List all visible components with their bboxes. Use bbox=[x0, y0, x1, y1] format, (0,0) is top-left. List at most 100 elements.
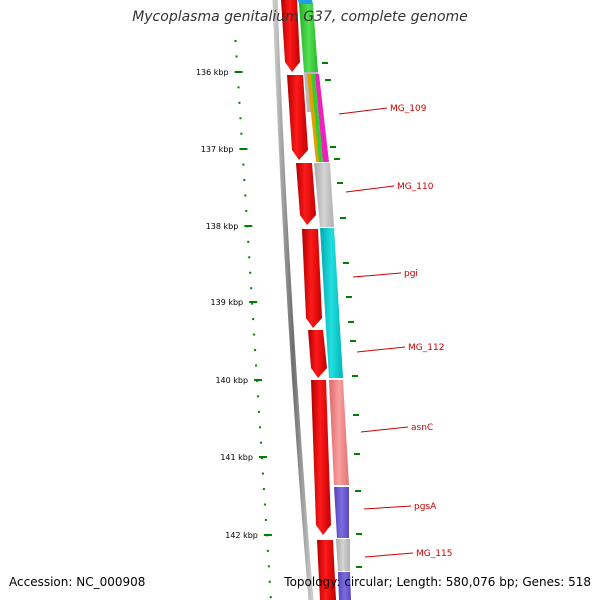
feature-segment bbox=[298, 0, 313, 4]
axis-tick-label: 140 kbp bbox=[215, 376, 248, 385]
gene-track bbox=[281, 0, 336, 600]
gene-arrow bbox=[311, 380, 331, 535]
feature-segment bbox=[336, 539, 350, 571]
minor-tick bbox=[253, 333, 256, 336]
minor-tick bbox=[238, 101, 241, 104]
scale-tick bbox=[343, 262, 349, 264]
major-ticks: 136 kbp 137 kbp 138 kbp 139 kbp 140 kbp 141 k… bbox=[196, 68, 272, 540]
minor-tick bbox=[258, 426, 261, 429]
gene-leader-line bbox=[364, 552, 414, 558]
feature-segment bbox=[311, 74, 323, 162]
minor-tick bbox=[245, 209, 248, 212]
minor-tick bbox=[250, 287, 253, 290]
minor-ticks bbox=[234, 40, 272, 599]
gene-leader-line bbox=[345, 185, 395, 193]
minor-tick bbox=[248, 256, 251, 259]
feature-segment bbox=[314, 163, 334, 227]
feature-segment bbox=[299, 4, 318, 72]
scale-tick bbox=[350, 340, 356, 342]
major-tick bbox=[258, 456, 267, 458]
gene-arrow bbox=[317, 540, 336, 600]
scale-tick bbox=[352, 375, 358, 377]
major-tick bbox=[254, 379, 263, 381]
gene-leader-line bbox=[356, 346, 406, 353]
feature-segment bbox=[320, 228, 343, 378]
feature-segment bbox=[307, 74, 320, 162]
minor-tick bbox=[234, 40, 237, 42]
scale-tick bbox=[356, 533, 362, 535]
minor-tick bbox=[237, 86, 240, 89]
right-ticks bbox=[322, 62, 362, 568]
minor-tick bbox=[254, 349, 257, 351]
minor-tick bbox=[269, 596, 272, 599]
minor-tick bbox=[235, 55, 238, 58]
minor-tick bbox=[261, 472, 264, 475]
minor-tick bbox=[251, 302, 254, 305]
major-tick bbox=[244, 225, 253, 227]
gene-label: MG_110 bbox=[397, 182, 434, 192]
gene-label: asnC bbox=[411, 423, 433, 433]
minor-tick bbox=[263, 503, 266, 506]
minor-tick bbox=[240, 132, 243, 135]
gene-arrow bbox=[281, 0, 300, 72]
gene-leader-line bbox=[360, 426, 409, 433]
minor-tick bbox=[252, 318, 255, 321]
feature-segment bbox=[338, 572, 351, 600]
axis-tick-label: 141 kbp bbox=[220, 453, 253, 462]
feature-segment bbox=[329, 380, 349, 485]
major-tick bbox=[249, 301, 258, 303]
minor-tick bbox=[262, 488, 265, 491]
minor-tick bbox=[267, 565, 270, 568]
axis-tick-label: 137 kbp bbox=[201, 145, 234, 154]
feature-segment bbox=[315, 74, 329, 162]
major-tick bbox=[234, 71, 243, 73]
gene-arrow bbox=[302, 229, 322, 328]
accession-text: Accession: NC_000908 bbox=[9, 575, 146, 589]
minor-tick bbox=[247, 240, 250, 243]
minor-tick bbox=[264, 518, 267, 521]
minor-tick bbox=[268, 580, 271, 583]
minor-tick bbox=[249, 271, 252, 274]
scale-tick bbox=[353, 414, 359, 416]
minor-tick bbox=[260, 457, 263, 460]
minor-tick bbox=[242, 163, 245, 166]
minor-tick bbox=[239, 117, 242, 120]
feature-track bbox=[298, 0, 351, 600]
minor-tick bbox=[258, 410, 261, 413]
gene-label: pgsA bbox=[414, 502, 437, 512]
minor-tick bbox=[243, 179, 246, 182]
major-tick bbox=[239, 148, 248, 150]
gene-label: pgi bbox=[404, 269, 418, 279]
axis-tick-label: 139 kbp bbox=[211, 298, 244, 307]
gene-leader-line bbox=[338, 107, 388, 115]
gene-label: MG_109 bbox=[390, 104, 427, 114]
scale-tick bbox=[325, 79, 331, 81]
scale-tick bbox=[346, 296, 352, 298]
gene-arrow bbox=[296, 163, 316, 225]
gene-leader-line bbox=[352, 272, 402, 278]
axis-tick-label: 136 kbp bbox=[196, 68, 229, 77]
axis-tick-label: 138 kbp bbox=[206, 222, 239, 231]
minor-tick bbox=[244, 194, 247, 197]
genome-stats-text: Topology: circular; Length: 580,076 bp; … bbox=[284, 575, 591, 589]
scale-tick bbox=[334, 158, 340, 160]
scale-tick bbox=[355, 490, 361, 492]
scale-tick bbox=[337, 182, 343, 184]
gene-leader-line bbox=[363, 505, 412, 510]
gene-arrow bbox=[287, 75, 308, 160]
gene-label: MG_112 bbox=[408, 343, 444, 353]
map-title: Mycoplasma genitalium G37, complete geno… bbox=[132, 9, 468, 25]
minor-tick bbox=[259, 441, 262, 444]
axis-tick-label: 142 kbp bbox=[225, 531, 258, 540]
minor-tick bbox=[266, 549, 269, 552]
scale-tick bbox=[348, 321, 354, 323]
major-tick bbox=[263, 534, 272, 536]
scale-tick bbox=[354, 453, 360, 455]
scale-tick bbox=[340, 217, 346, 219]
genome-backbone bbox=[272, 0, 314, 600]
scale-tick bbox=[322, 62, 328, 64]
scale-tick bbox=[330, 146, 336, 148]
